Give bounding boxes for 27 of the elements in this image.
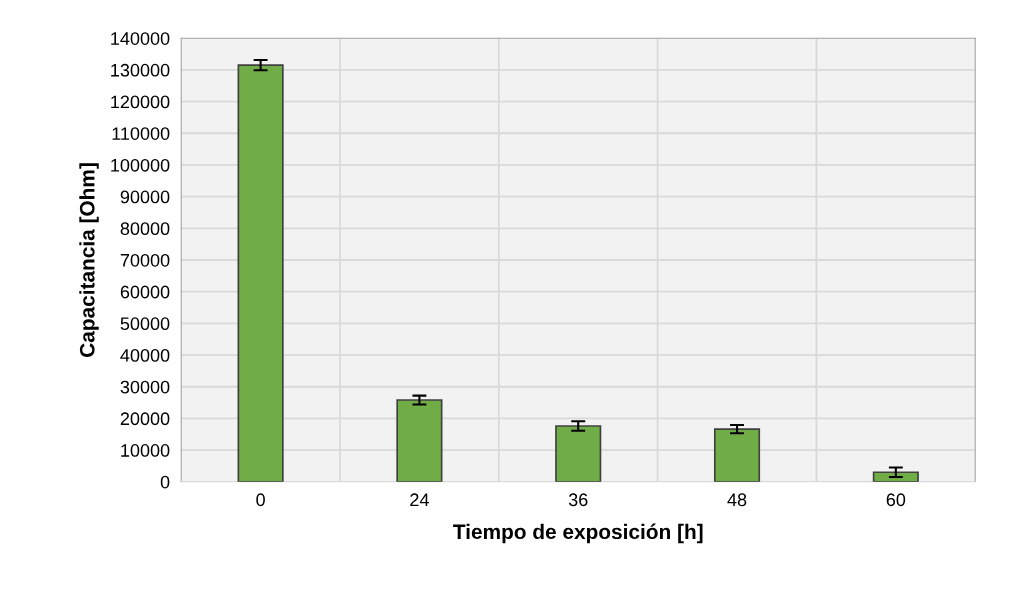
- y-tick-label: 70000: [120, 253, 170, 267]
- y-tick-label: 50000: [120, 317, 170, 331]
- y-tick-label: 140000: [111, 32, 170, 45]
- y-tick-label: 120000: [111, 95, 170, 109]
- x-tick-label: 24: [410, 493, 429, 506]
- bar: [555, 425, 602, 482]
- y-tick-label: 60000: [120, 285, 170, 299]
- y-tick-label: 40000: [120, 348, 170, 362]
- bar: [237, 64, 284, 482]
- bar: [713, 428, 761, 482]
- y-tick-label: 30000: [120, 380, 170, 394]
- x-tick-label: 36: [568, 493, 588, 507]
- y-tick-label: 100000: [111, 158, 170, 172]
- y-tick-label: 130000: [111, 63, 170, 77]
- x-axis-title: Tiempo de exposición [h]: [453, 523, 703, 544]
- y-axis-title: Capacitancia [Ohm]: [79, 163, 99, 357]
- x-tick-label: 48: [727, 493, 747, 507]
- y-tick-label: 80000: [120, 222, 170, 236]
- y-tick-label: 110000: [112, 127, 170, 140]
- y-tick-label: 90000: [120, 190, 170, 204]
- x-tick-label: 0: [256, 493, 265, 507]
- bar: [872, 471, 919, 482]
- y-tick-label: 0: [160, 475, 170, 489]
- y-tick-label: 20000: [120, 412, 170, 426]
- y-tick-label: 10000: [121, 444, 170, 457]
- bar: [396, 399, 443, 482]
- x-tick-label: 60: [886, 493, 906, 507]
